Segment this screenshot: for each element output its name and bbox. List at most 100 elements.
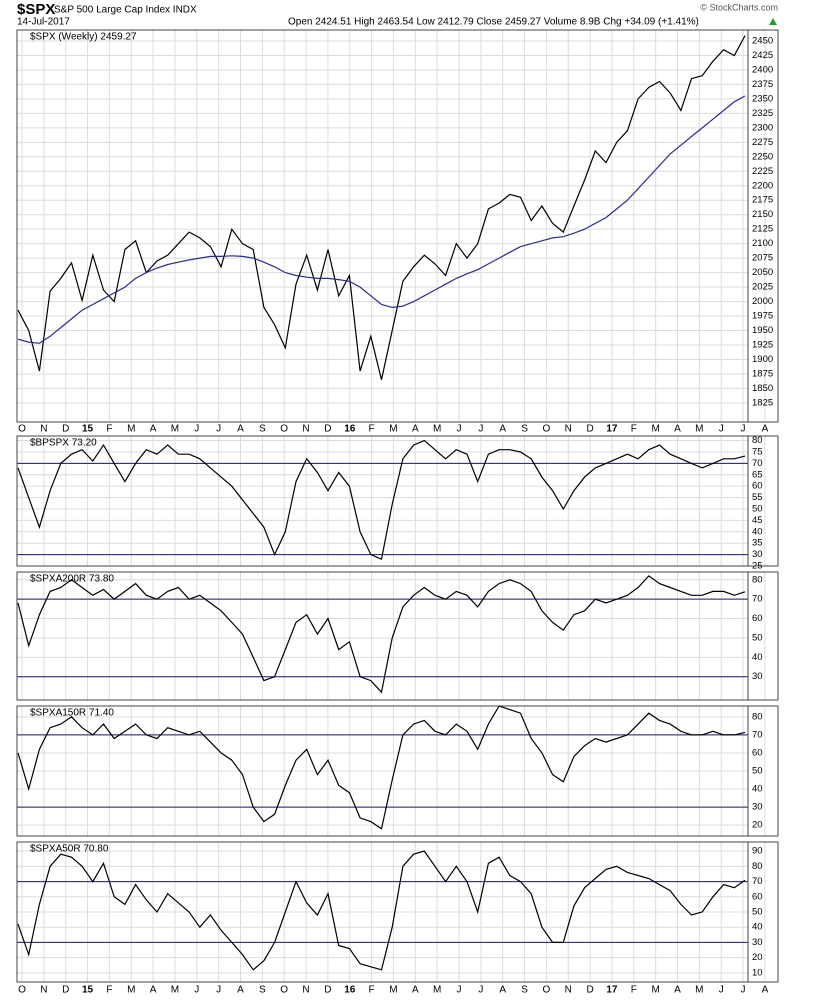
y-tick-label: 50	[752, 907, 763, 918]
y-tick-label: 75	[752, 446, 763, 457]
y-tick-label: 30	[752, 802, 763, 813]
y-tick-label: 2175	[752, 195, 773, 206]
y-tick-label: 2425	[752, 50, 773, 61]
series-line	[17, 439, 746, 561]
y-tick-label: 65	[752, 469, 763, 480]
y-tick-label: 40	[752, 784, 763, 795]
y-tick-label: 2050	[752, 267, 773, 278]
y-tick-label: 1900	[752, 354, 773, 365]
x-tick-label: M	[127, 424, 135, 435]
y-tick-label: 2400	[752, 64, 773, 75]
copyright: © StockCharts.com	[700, 2, 778, 12]
symbol-name: S&P 500 Large Cap Index INDX	[54, 5, 197, 16]
panel-title: $SPXA150R 71.40	[30, 708, 114, 719]
x-tick-label: M	[171, 985, 179, 996]
series-line	[17, 705, 746, 830]
y-tick-label: 80	[752, 574, 763, 585]
panel-title: $SPXA200R 73.80	[30, 574, 114, 585]
y-tick-label: 60	[752, 891, 763, 902]
x-tick-label: A	[150, 985, 157, 996]
x-tick-label: A	[499, 985, 506, 996]
panel-title: $SPX (Weekly) 2459.27	[30, 32, 137, 43]
y-tick-label: 2150	[752, 209, 773, 220]
y-tick-label: 2025	[752, 282, 773, 293]
x-tick-label: F	[631, 424, 637, 435]
y-tick-label: 2350	[752, 93, 773, 104]
y-tick-label: 2250	[752, 151, 773, 162]
series-line	[17, 35, 746, 380]
x-tick-label: S	[521, 424, 528, 435]
y-tick-label: 1950	[752, 325, 773, 336]
x-tick-label: D	[62, 424, 69, 435]
x-tick-label: A	[762, 985, 769, 996]
y-tick-label: 80	[752, 435, 763, 446]
x-tick-label: J	[216, 424, 221, 435]
y-tick-label: 20	[752, 820, 763, 831]
x-tick-label: A	[237, 985, 244, 996]
y-tick-label: 50	[752, 503, 763, 514]
x-tick-label: M	[127, 985, 135, 996]
y-tick-label: 40	[752, 526, 763, 537]
panel-frame	[16, 29, 779, 423]
panel-frame	[16, 841, 779, 983]
x-tick-label: J	[216, 985, 221, 996]
x-tick-label: 15	[82, 985, 94, 996]
series-line	[17, 575, 746, 694]
y-tick-label: 2275	[752, 137, 773, 148]
y-tick-label: 80	[752, 711, 763, 722]
quote: Open 2424.51 High 2463.54 Low 2412.79 Cl…	[288, 17, 699, 28]
x-tick-label: M	[171, 424, 179, 435]
x-tick-label: N	[302, 424, 309, 435]
x-tick-label: M	[389, 985, 397, 996]
y-tick-label: 70	[752, 729, 763, 740]
y-tick-label: 1850	[752, 383, 773, 394]
x-tick-label: A	[412, 985, 419, 996]
x-tick-label: N	[565, 424, 572, 435]
panel-frame	[16, 705, 779, 837]
x-tick-label: J	[457, 985, 462, 996]
y-tick-label: 30	[752, 937, 763, 948]
y-tick-label: 40	[752, 922, 763, 933]
x-tick-label: O	[18, 985, 26, 996]
x-tick-label: F	[631, 985, 637, 996]
x-tick-label: M	[433, 985, 441, 996]
series-line	[17, 95, 746, 344]
x-tick-label: F	[369, 985, 375, 996]
x-tick-label: 17	[606, 424, 618, 435]
x-tick-label: O	[280, 985, 288, 996]
x-tick-label: F	[106, 985, 112, 996]
x-tick-label: D	[324, 424, 331, 435]
y-tick-label: 2300	[752, 122, 773, 133]
x-tick-label: O	[18, 424, 26, 435]
series-line	[17, 850, 746, 971]
y-tick-label: 30	[752, 549, 763, 560]
panel-frame	[16, 435, 779, 567]
x-tick-label: 15	[82, 424, 94, 435]
y-tick-label: 2325	[752, 108, 773, 119]
y-tick-label: 70	[752, 594, 763, 605]
y-tick-label: 2225	[752, 166, 773, 177]
x-tick-label: 16	[344, 985, 356, 996]
x-tick-label: D	[586, 985, 593, 996]
x-tick-label: J	[194, 985, 199, 996]
x-tick-label: N	[302, 985, 309, 996]
x-tick-label: M	[389, 424, 397, 435]
x-tick-label: A	[674, 424, 681, 435]
x-tick-label: A	[762, 424, 769, 435]
y-tick-label: 60	[752, 481, 763, 492]
y-tick-label: 2000	[752, 296, 773, 307]
x-tick-label: M	[695, 985, 703, 996]
x-tick-label: 16	[344, 424, 356, 435]
x-tick-label: N	[40, 985, 47, 996]
x-tick-label: S	[259, 985, 266, 996]
y-tick-label: 2375	[752, 79, 773, 90]
y-tick-label: 1875	[752, 368, 773, 379]
y-tick-label: 40	[752, 652, 763, 663]
y-tick-label: 1975	[752, 311, 773, 322]
x-tick-label: J	[719, 985, 724, 996]
y-tick-label: 2125	[752, 224, 773, 235]
x-tick-label: J	[194, 424, 199, 435]
y-tick-label: 70	[752, 876, 763, 887]
